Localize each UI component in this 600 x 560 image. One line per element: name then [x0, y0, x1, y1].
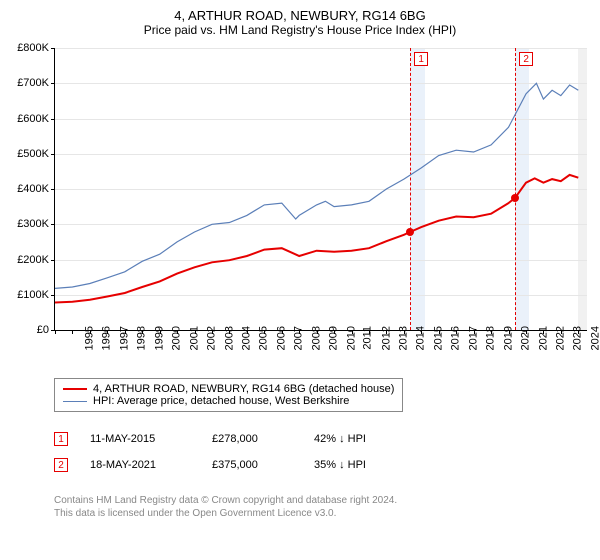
- footer-line-2: This data is licensed under the Open Gov…: [54, 507, 397, 520]
- y-axis-label: £700K: [17, 77, 49, 89]
- sale-vs-hpi: 42% ↓ HPI: [314, 433, 366, 445]
- sale-vs-hpi: 35% ↓ HPI: [314, 459, 366, 471]
- y-axis-label: £600K: [17, 113, 49, 125]
- footer-line-1: Contains HM Land Registry data © Crown c…: [54, 494, 397, 507]
- sale-index: 1: [54, 432, 68, 446]
- sale-row: 2 18-MAY-2021 £375,000 35% ↓ HPI: [54, 458, 366, 472]
- y-axis-label: £0: [37, 324, 49, 336]
- chart-title: 4, ARTHUR ROAD, NEWBURY, RG14 6BG: [0, 0, 600, 23]
- y-axis-label: £500K: [17, 148, 49, 160]
- y-axis-label: £300K: [17, 218, 49, 230]
- sale-index: 2: [54, 458, 68, 472]
- chart-container: 4, ARTHUR ROAD, NEWBURY, RG14 6BG Price …: [0, 0, 600, 560]
- sale-price: £375,000: [212, 459, 292, 471]
- footer-attribution: Contains HM Land Registry data © Crown c…: [54, 494, 397, 520]
- sale-dot: [406, 228, 414, 236]
- chart-subtitle: Price paid vs. HM Land Registry's House …: [0, 23, 600, 41]
- legend-row: 4, ARTHUR ROAD, NEWBURY, RG14 6BG (detac…: [63, 383, 394, 395]
- sale-date: 11-MAY-2015: [90, 433, 190, 445]
- x-axis-label: 2024: [589, 326, 600, 350]
- series-property: [55, 175, 578, 303]
- sale-date: 18-MAY-2021: [90, 459, 190, 471]
- y-axis-label: £800K: [17, 42, 49, 54]
- series-hpi: [55, 83, 578, 288]
- sale-dot: [511, 194, 519, 202]
- y-axis-label: £400K: [17, 183, 49, 195]
- sale-price: £278,000: [212, 433, 292, 445]
- plot-area: £0£100K£200K£300K£400K£500K£600K£700K£80…: [54, 48, 587, 331]
- y-axis-label: £100K: [17, 289, 49, 301]
- y-axis-label: £200K: [17, 254, 49, 266]
- legend-row: HPI: Average price, detached house, West…: [63, 395, 394, 407]
- sale-row: 1 11-MAY-2015 £278,000 42% ↓ HPI: [54, 432, 366, 446]
- legend: 4, ARTHUR ROAD, NEWBURY, RG14 6BG (detac…: [54, 378, 403, 412]
